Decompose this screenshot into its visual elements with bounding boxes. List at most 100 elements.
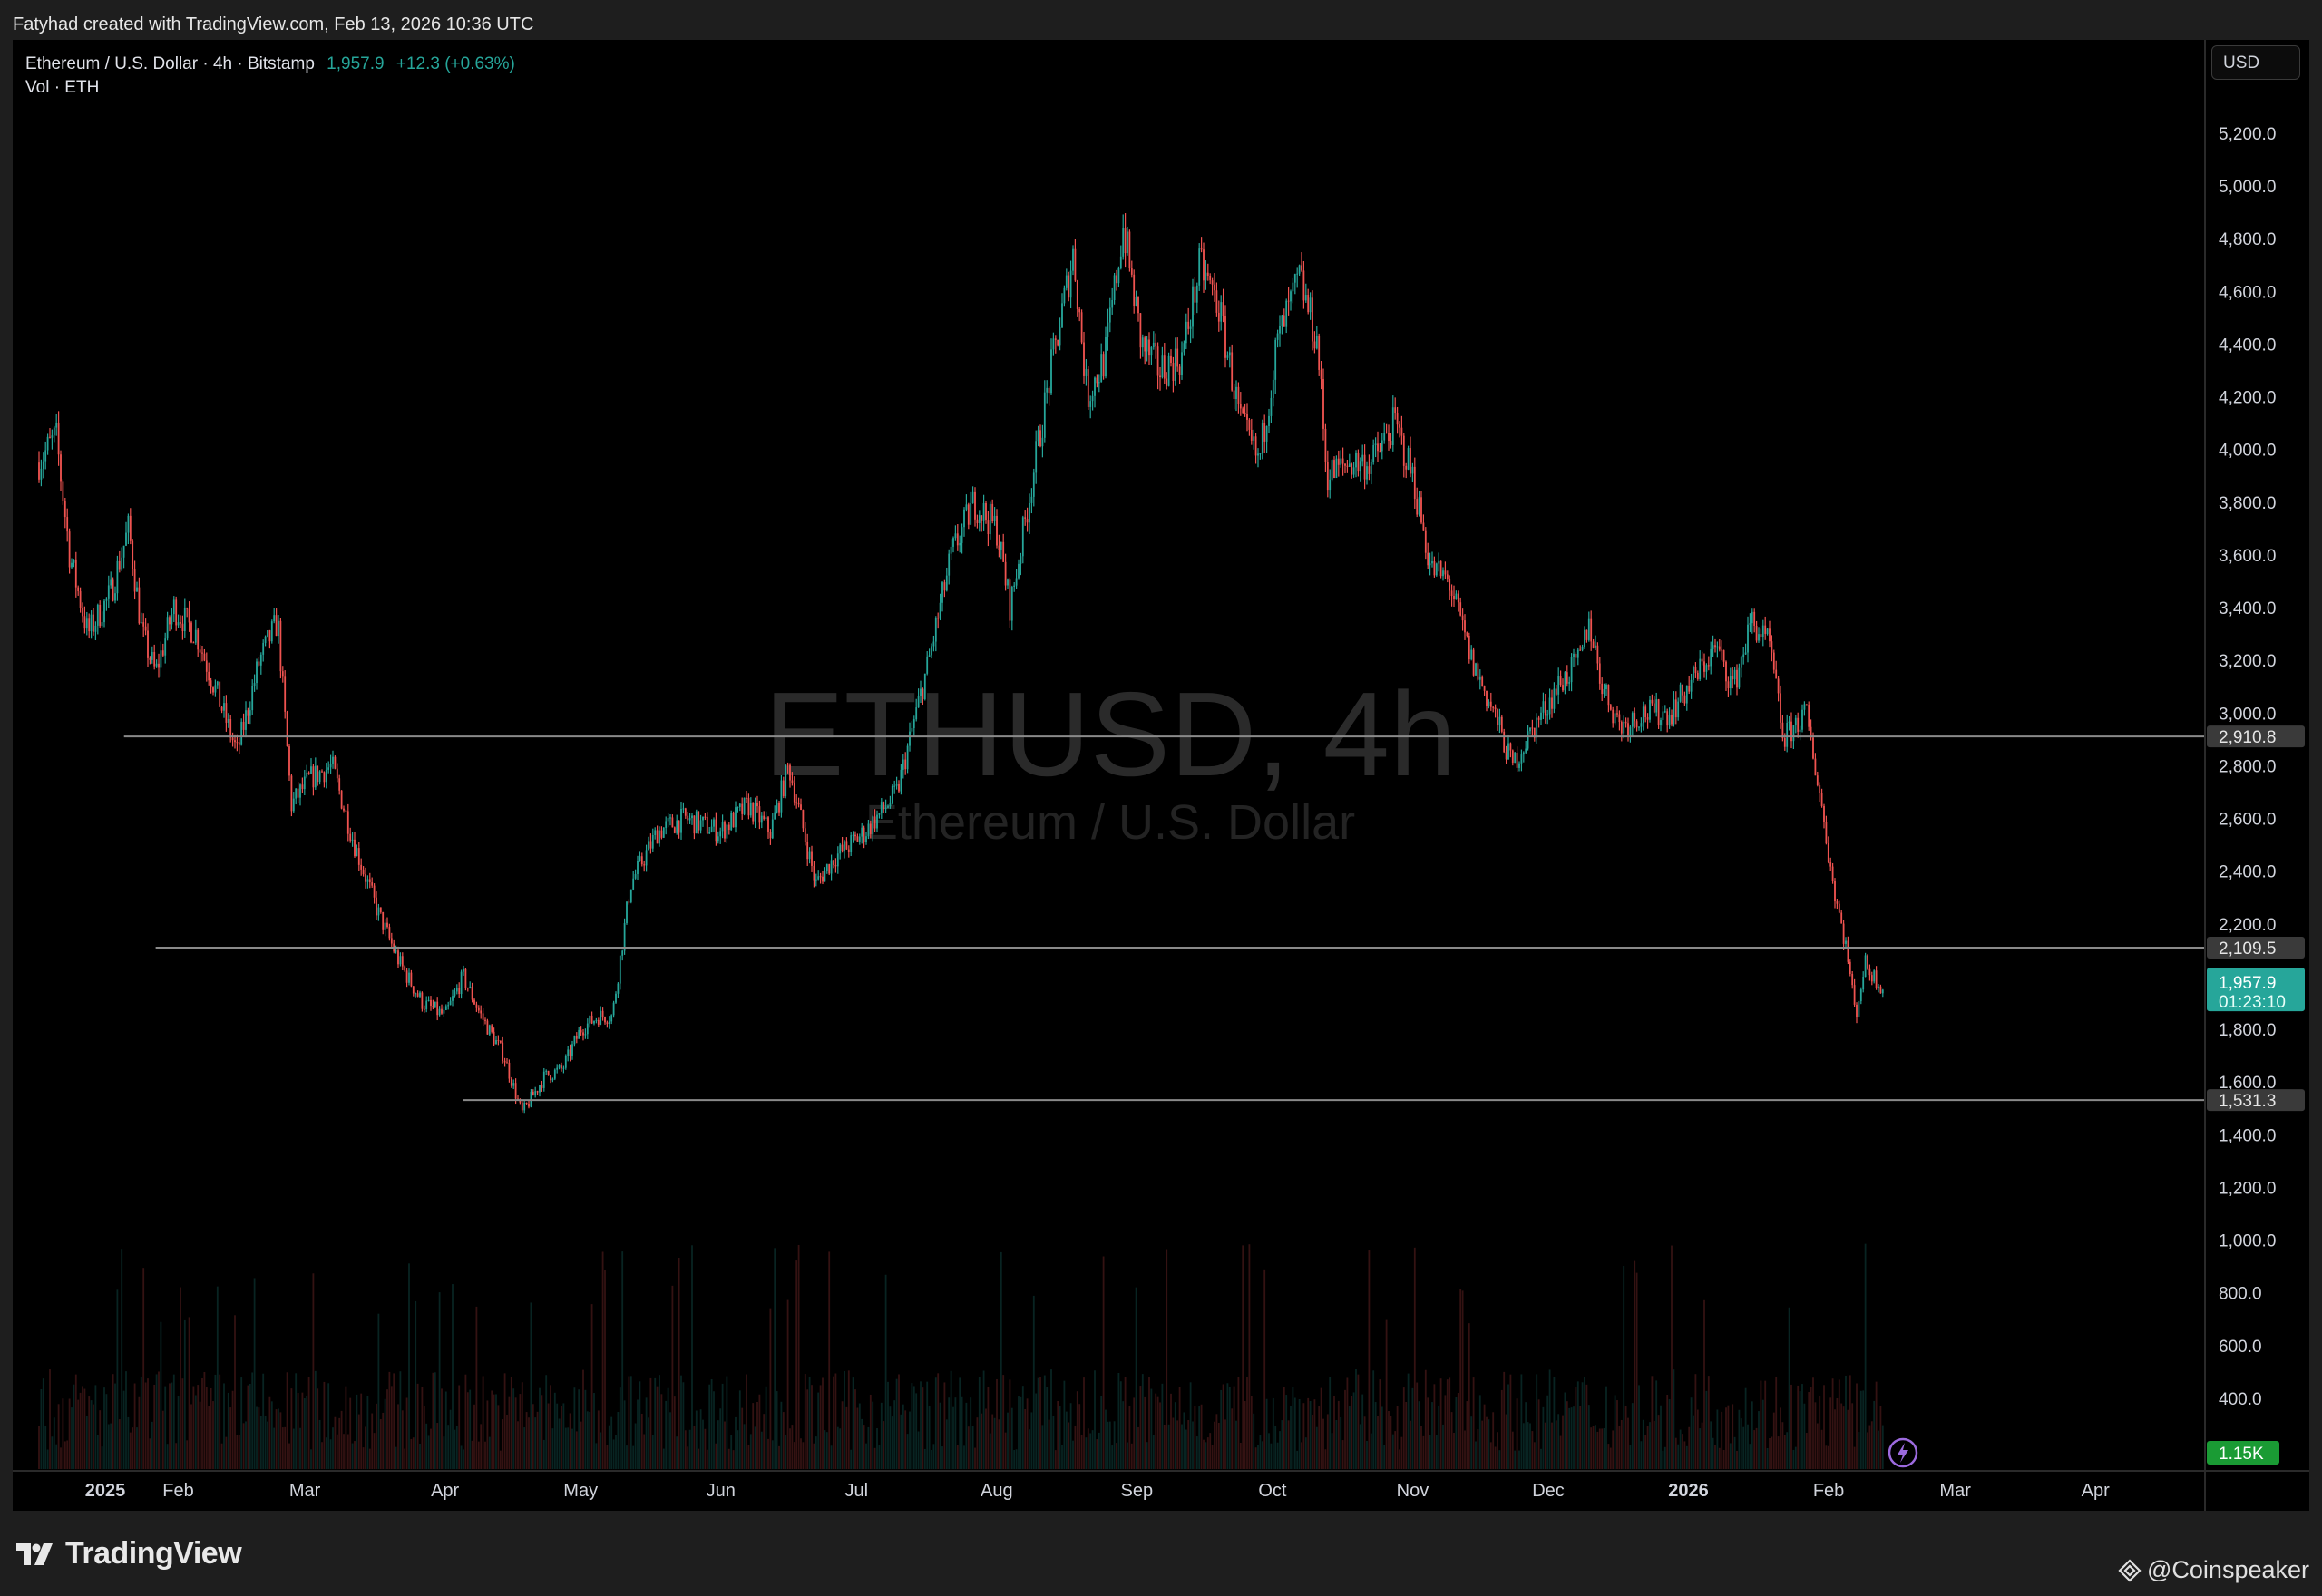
candle-body bbox=[1548, 697, 1551, 715]
candle-body bbox=[1616, 713, 1618, 715]
price-tick-label: 1,200.0 bbox=[2219, 1179, 2276, 1198]
candle-body bbox=[1788, 721, 1790, 723]
volume-bar bbox=[419, 1443, 421, 1469]
volume-bar bbox=[702, 1419, 704, 1469]
candle-body bbox=[806, 842, 809, 860]
volume-bar bbox=[1853, 1446, 1856, 1469]
level-price-tag[interactable] bbox=[2207, 725, 2305, 748]
volume-bar bbox=[1722, 1449, 1725, 1469]
candle-body bbox=[270, 621, 273, 642]
candle-body bbox=[430, 999, 432, 1006]
volume-bar bbox=[981, 1413, 983, 1469]
symbol-title[interactable]: Ethereum / U.S. Dollar · 4h · Bitstamp bbox=[25, 54, 315, 73]
candle-body bbox=[90, 614, 93, 632]
volume-bar bbox=[865, 1443, 867, 1469]
volume-bar bbox=[1864, 1243, 1867, 1469]
candle-body bbox=[948, 553, 951, 576]
price-tick-label: 4,000.0 bbox=[2219, 442, 2276, 461]
candle-body bbox=[1048, 387, 1050, 394]
watermark-description: Ethereum / U.S. Dollar bbox=[865, 795, 1355, 850]
volume-bar bbox=[623, 1400, 626, 1469]
volume-bar bbox=[1740, 1418, 1742, 1469]
chart-area[interactable] bbox=[13, 40, 2309, 1511]
volume-bar bbox=[491, 1390, 493, 1469]
volume-bar bbox=[1655, 1380, 1658, 1469]
candle-body bbox=[247, 710, 249, 716]
volume-bar bbox=[238, 1434, 240, 1469]
volume-bar bbox=[1220, 1389, 1223, 1469]
candle-body bbox=[449, 1000, 452, 1006]
volume-bar bbox=[384, 1398, 386, 1469]
volume-bar bbox=[1181, 1424, 1183, 1469]
volume-bar bbox=[519, 1394, 522, 1469]
candle-body bbox=[1642, 706, 1644, 724]
price-axis[interactable]: 5,200.05,000.04,800.04,600.04,400.04,200… bbox=[2204, 40, 2309, 1511]
volume-bar bbox=[1416, 1382, 1419, 1469]
volume-bar bbox=[1775, 1376, 1778, 1469]
volume-bar bbox=[38, 1426, 40, 1469]
candle-body bbox=[1052, 338, 1055, 350]
candle-body bbox=[1322, 378, 1324, 429]
volume-bar bbox=[1209, 1433, 1212, 1469]
currency-button[interactable]: USD bbox=[2211, 45, 2300, 80]
candle-body bbox=[1029, 502, 1030, 523]
candle-body bbox=[1879, 986, 1882, 994]
candle-body bbox=[278, 620, 279, 637]
volume-tag[interactable] bbox=[2207, 1441, 2279, 1465]
candle-body bbox=[388, 927, 391, 939]
volume-bar bbox=[1682, 1434, 1683, 1469]
volume-bar bbox=[845, 1406, 848, 1469]
volume-bar bbox=[279, 1412, 282, 1469]
volume-bar bbox=[1214, 1421, 1215, 1469]
time-axis[interactable]: 2025 Feb Mar Apr May Jun Jul Aug Sep Oct Nov Dec 202… bbox=[13, 1470, 2309, 1501]
volume-bar bbox=[1856, 1383, 1858, 1469]
candle-body bbox=[1799, 729, 1801, 732]
candle-body bbox=[1693, 667, 1694, 680]
candle-body bbox=[571, 1044, 573, 1056]
volume-bar bbox=[393, 1373, 395, 1469]
volume-bar bbox=[693, 1426, 696, 1469]
volume-bar bbox=[876, 1428, 878, 1469]
candle-body bbox=[1489, 701, 1492, 707]
candle-body bbox=[545, 1070, 548, 1072]
candle-body bbox=[425, 1000, 428, 1009]
level-price-tag[interactable] bbox=[2207, 1089, 2305, 1112]
volume-bar bbox=[303, 1398, 306, 1469]
candle-body bbox=[1666, 711, 1669, 726]
candle-body bbox=[329, 763, 332, 768]
level-price-tag[interactable] bbox=[2207, 937, 2305, 959]
volume-bar bbox=[806, 1389, 809, 1469]
volume-bar bbox=[906, 1434, 909, 1469]
candle-body bbox=[229, 719, 232, 738]
horizontal-levels[interactable] bbox=[123, 735, 2204, 1102]
candle-body bbox=[227, 719, 229, 723]
candle-body bbox=[802, 810, 805, 829]
volume-bar bbox=[227, 1392, 229, 1469]
candle-body bbox=[1296, 273, 1299, 275]
volume-bar bbox=[1873, 1400, 1876, 1469]
candle-body bbox=[1753, 611, 1756, 626]
volume-bar bbox=[1301, 1442, 1302, 1469]
candle-body bbox=[482, 1013, 484, 1020]
lightning-icon[interactable] bbox=[1887, 1436, 1919, 1469]
tradingview-logo[interactable]: TradingView bbox=[16, 1536, 242, 1572]
volume-bar bbox=[1283, 1386, 1285, 1469]
candle-body bbox=[1361, 454, 1364, 462]
volume-bar bbox=[525, 1412, 528, 1469]
volume-bar bbox=[1758, 1411, 1760, 1469]
candle-body bbox=[1595, 645, 1596, 648]
volume-bar bbox=[502, 1419, 504, 1469]
volume-bar bbox=[1810, 1387, 1812, 1469]
current-price-tag[interactable] bbox=[2207, 968, 2305, 1012]
volume-bar bbox=[1570, 1407, 1573, 1469]
candle-body bbox=[419, 992, 421, 997]
candle-body bbox=[471, 986, 473, 1000]
volume-legend[interactable]: Vol · ETH bbox=[25, 78, 100, 97]
candle-body bbox=[514, 1083, 517, 1099]
top-bar: Fatyhad created with TradingView.com, Fe… bbox=[0, 0, 2322, 40]
volume-bar bbox=[410, 1438, 413, 1469]
candle-body bbox=[493, 1031, 495, 1045]
volume-bar bbox=[985, 1408, 987, 1469]
candle-body bbox=[1575, 653, 1577, 658]
